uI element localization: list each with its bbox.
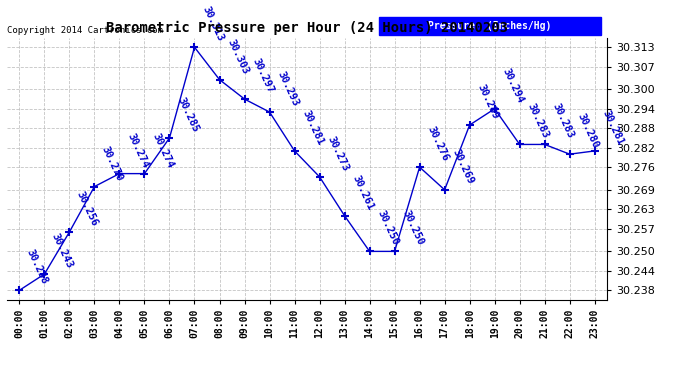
Text: 30.294: 30.294	[500, 66, 525, 105]
Text: 30.276: 30.276	[425, 125, 450, 163]
Text: 30.238: 30.238	[25, 248, 50, 286]
Text: 30.274: 30.274	[125, 131, 150, 170]
Text: 30.289: 30.289	[475, 82, 500, 121]
Text: 30.285: 30.285	[175, 96, 200, 134]
Text: 30.274: 30.274	[150, 131, 175, 170]
Title: Barometric Pressure per Hour (24 Hours) 20140203: Barometric Pressure per Hour (24 Hours) …	[106, 21, 508, 35]
Text: Pressure  (Inches/Hg): Pressure (Inches/Hg)	[428, 21, 552, 31]
Text: 30.293: 30.293	[275, 70, 300, 108]
Text: 30.243: 30.243	[50, 232, 75, 270]
Text: Copyright 2014 Cartronics.com: Copyright 2014 Cartronics.com	[7, 26, 163, 35]
Text: 30.250: 30.250	[400, 209, 425, 247]
Text: 30.283: 30.283	[525, 102, 550, 140]
Text: 30.250: 30.250	[375, 209, 400, 247]
Text: 30.303: 30.303	[225, 37, 250, 75]
Text: 30.261: 30.261	[350, 173, 375, 211]
Text: 30.281: 30.281	[300, 108, 325, 147]
Text: 30.273: 30.273	[325, 135, 350, 172]
Text: 30.283: 30.283	[550, 102, 575, 140]
Text: 30.256: 30.256	[75, 190, 100, 228]
Text: 30.269: 30.269	[450, 147, 475, 186]
Text: 30.270: 30.270	[100, 144, 125, 182]
Text: 30.297: 30.297	[250, 57, 275, 95]
Text: 30.281: 30.281	[600, 108, 625, 147]
FancyBboxPatch shape	[379, 16, 601, 35]
Text: 30.280: 30.280	[575, 112, 600, 150]
Text: 30.313: 30.313	[200, 5, 225, 43]
